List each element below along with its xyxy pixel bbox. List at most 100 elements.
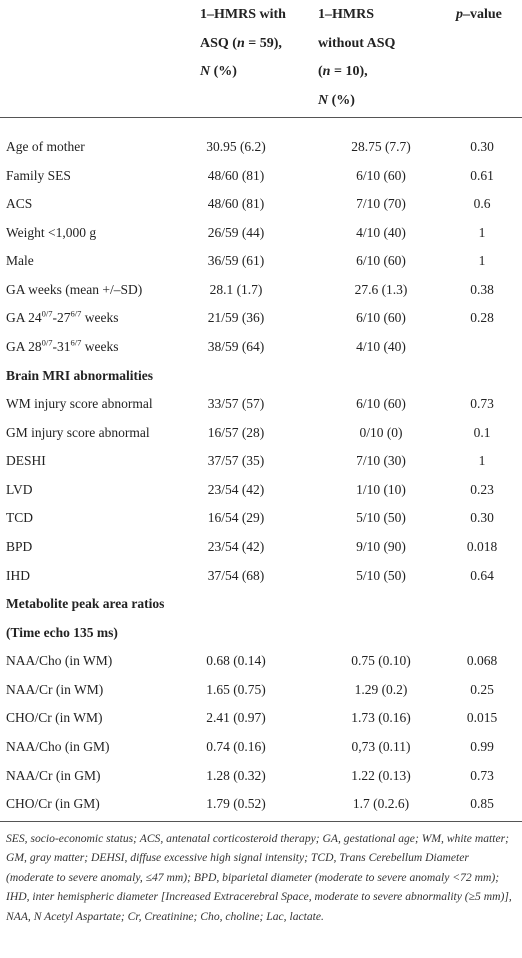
cell-value: 0.99 bbox=[470, 738, 494, 754]
cell-value: 0,73 (0.11) bbox=[351, 738, 411, 754]
header-text: n bbox=[236, 35, 245, 51]
cell-value: 0.68 (0.14) bbox=[206, 653, 266, 669]
cell-value: 21/59 (36) bbox=[207, 310, 265, 326]
cell-value: 28.1 (1.7) bbox=[209, 281, 263, 297]
cell-value: 48/60 (81) bbox=[207, 196, 265, 212]
row-label: WM injury score abnormal bbox=[6, 396, 153, 412]
cell-value: 0.73 bbox=[470, 767, 494, 783]
label-part: weeks bbox=[81, 310, 119, 326]
cell-value: 1 bbox=[478, 224, 486, 240]
cell-value: 48/60 (81) bbox=[207, 167, 265, 183]
cell-value: 5/10 (50) bbox=[356, 567, 406, 583]
header-rule bbox=[0, 117, 522, 118]
cell-value: 1/10 (10) bbox=[356, 481, 406, 497]
header-line: N (%) bbox=[200, 57, 237, 86]
cell-value: 33/57 (57) bbox=[207, 396, 265, 412]
header-text: without ASQ bbox=[318, 35, 396, 51]
header-line: ASQ (n = 59), bbox=[200, 29, 282, 58]
label-part: 0/7 bbox=[41, 337, 53, 348]
header-text: n bbox=[322, 64, 331, 79]
row-label: Weight <1,000 g bbox=[6, 224, 97, 240]
cell-value: 0/10 (0) bbox=[359, 424, 403, 440]
cell-value: 37/57 (35) bbox=[207, 453, 265, 469]
header-line: (n = 10), bbox=[318, 57, 368, 86]
header-text: = 59), bbox=[244, 35, 282, 51]
cell-value: 16/54 (29) bbox=[207, 510, 265, 526]
cell-value: 0.015 bbox=[466, 710, 498, 726]
cell-value: 1 bbox=[478, 453, 486, 469]
footnote: SES, socio-economic status; ACS, antenat… bbox=[6, 832, 512, 923]
bottom-rule bbox=[0, 821, 522, 822]
cell-value: 1.28 (0.32) bbox=[206, 767, 266, 783]
cell-value: 0.6 bbox=[473, 196, 491, 212]
row-label: CHO/Cr (in WM) bbox=[6, 710, 103, 726]
cell-value: 23/54 (42) bbox=[207, 481, 265, 497]
cell-value: 7/10 (70) bbox=[356, 196, 406, 212]
label-part: GA 24 bbox=[6, 310, 42, 326]
label-part: 6/7 bbox=[70, 337, 82, 348]
row-label: NAA/Cho (in GM) bbox=[6, 738, 110, 754]
cell-value: 26/59 (44) bbox=[207, 224, 265, 240]
cell-value: 0.23 bbox=[470, 481, 494, 497]
cell-value: 4/10 (40) bbox=[356, 224, 406, 240]
cell-value: 5/10 (50) bbox=[356, 510, 406, 526]
cell-value: 0.068 bbox=[466, 653, 498, 669]
header-line: 1–HMRS with bbox=[200, 0, 286, 29]
header-line: without ASQ bbox=[318, 29, 395, 58]
cell-value: 1.79 (0.52) bbox=[206, 796, 266, 812]
cell-value: 28.75 (7.7) bbox=[351, 139, 411, 154]
label-part: -31 bbox=[52, 338, 71, 354]
cell-value: 36/59 (61) bbox=[207, 253, 265, 269]
label-part: 6/7 bbox=[70, 308, 82, 319]
row-label: GA 240/7-276/7 weeks bbox=[6, 304, 119, 332]
cell-value: 6/10 (60) bbox=[356, 396, 406, 412]
row-label: LVD bbox=[6, 481, 33, 497]
header-text: N bbox=[318, 92, 329, 108]
cell-value: 2.41 (0.97) bbox=[206, 710, 266, 726]
section-label: (Time echo 135 ms) bbox=[6, 624, 118, 640]
row-label: IHD bbox=[6, 567, 30, 583]
cell-value: 0.018 bbox=[466, 538, 498, 554]
cell-value: 30.95 (6.2) bbox=[206, 139, 266, 154]
cell-value: 0.38 bbox=[470, 281, 494, 297]
cell-value: 37/54 (68) bbox=[207, 567, 265, 583]
cell-value: 23/54 (42) bbox=[207, 538, 265, 554]
header-line: N (%) bbox=[318, 86, 355, 115]
section-label: Metabolite peak area ratios bbox=[6, 596, 165, 612]
row-label: Male bbox=[6, 253, 34, 269]
cell-value: 4/10 (40) bbox=[356, 338, 406, 354]
label-part: GA 28 bbox=[6, 338, 42, 354]
cell-value: 27.6 (1.3) bbox=[354, 281, 408, 297]
cell-value: 9/10 (90) bbox=[356, 538, 406, 554]
cell-value: 0.73 bbox=[470, 396, 494, 412]
cell-value: 1 bbox=[478, 253, 486, 269]
header-text: –value bbox=[463, 7, 502, 22]
label-part: weeks bbox=[81, 338, 119, 354]
row-label: ACS bbox=[6, 196, 33, 212]
row-label: DESHI bbox=[6, 453, 46, 469]
cell-value: 0.85 bbox=[470, 796, 494, 812]
header-text: (%) bbox=[210, 64, 237, 79]
row-label: NAA/Cr (in WM) bbox=[6, 681, 104, 697]
row-label: GA 280/7-316/7 weeks bbox=[6, 333, 119, 361]
header-line: p–value bbox=[456, 0, 502, 29]
cell-value: 0.61 bbox=[470, 167, 494, 183]
cell-value: 7/10 (30) bbox=[356, 453, 406, 469]
row-label: Family SES bbox=[6, 167, 71, 183]
label-part: 0/7 bbox=[41, 308, 53, 319]
cell-value: 6/10 (60) bbox=[356, 253, 406, 269]
cell-value: 1.29 (0.2) bbox=[354, 681, 408, 697]
cell-value: 0.25 bbox=[470, 681, 494, 697]
row-label: BPD bbox=[6, 538, 33, 554]
cell-value: 6/10 (60) bbox=[356, 167, 406, 183]
header-text: p bbox=[456, 7, 463, 22]
cell-value: 0.75 (0.10) bbox=[351, 653, 411, 669]
cell-value: 1.22 (0.13) bbox=[351, 767, 411, 783]
header-line: 1–HMRS bbox=[318, 0, 374, 29]
cell-value: 1.73 (0.16) bbox=[351, 710, 411, 726]
cell-value: 0.1 bbox=[473, 424, 491, 440]
cell-value: 0.30 bbox=[470, 510, 494, 526]
row-label: TCD bbox=[6, 510, 33, 526]
row-label: Age of mother bbox=[6, 139, 85, 154]
